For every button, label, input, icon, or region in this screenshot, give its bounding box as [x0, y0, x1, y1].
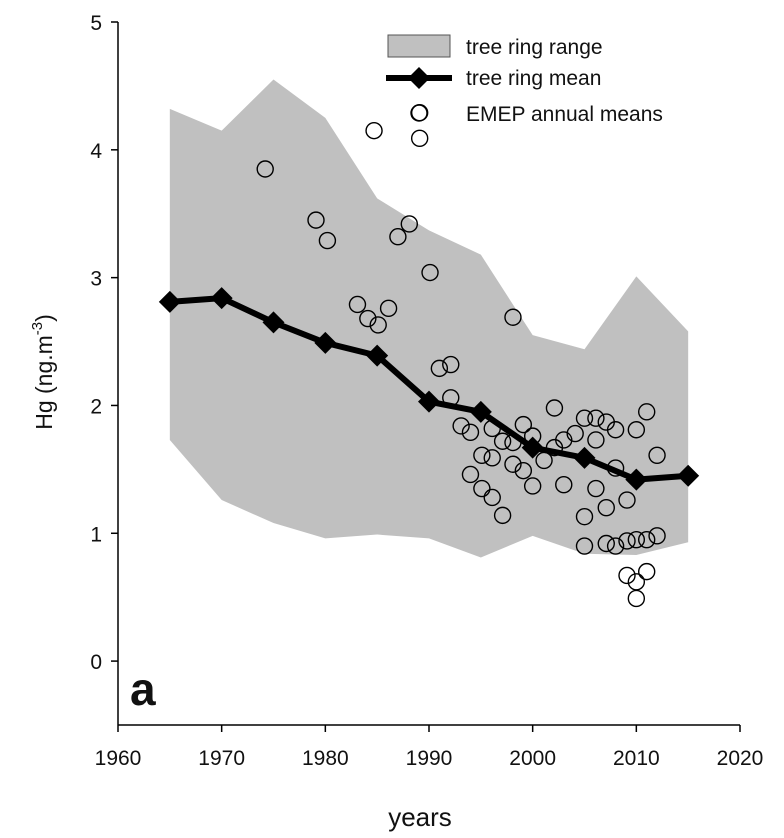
legend-label: EMEP annual means	[466, 103, 663, 126]
range-area	[169, 79, 689, 558]
plot	[158, 79, 700, 608]
y-tick-label: 0	[90, 651, 102, 674]
scatter-point	[555, 476, 573, 494]
scatter-point	[359, 309, 377, 328]
y-label-end: )	[31, 314, 57, 322]
scatter-point	[318, 231, 337, 250]
scatter-point	[638, 530, 656, 549]
mean-marker	[366, 344, 389, 367]
scatter-point	[379, 299, 398, 318]
scatter-point	[369, 316, 387, 334]
x-tick-label: 1980	[302, 747, 349, 770]
scatter-point	[430, 359, 449, 378]
scatter-point	[638, 403, 656, 421]
scatter-point	[504, 308, 522, 326]
scatter-point	[307, 211, 325, 229]
mean-marker	[573, 446, 596, 469]
scatter-point	[627, 421, 646, 439]
legend-circle	[410, 104, 428, 122]
scatter-point	[461, 423, 480, 441]
x-tick-label: 2010	[613, 747, 660, 770]
y-tick-label: 3	[90, 268, 102, 291]
scatter-point	[555, 431, 573, 449]
mean-marker	[625, 468, 648, 491]
scatter-point	[514, 461, 533, 480]
scatter-point	[545, 399, 564, 417]
scatter-point	[410, 129, 429, 148]
scatter-point	[256, 160, 274, 178]
mean-marker	[677, 464, 700, 487]
y-label-sup: -3	[29, 322, 46, 335]
scatter-point	[627, 530, 646, 549]
y-label-main: Hg (ng.m	[31, 335, 57, 430]
mean-marker	[158, 290, 181, 313]
scatter-point	[473, 446, 491, 465]
scatter-point	[514, 415, 533, 434]
scatter-point	[606, 421, 625, 439]
legend-marker	[408, 67, 430, 89]
x-tick-label: 1970	[198, 747, 245, 770]
scatter-point	[452, 417, 470, 435]
scatter-point	[618, 532, 636, 550]
scatter-point	[493, 506, 512, 525]
y-axis-label: Hg (ng.m-3)	[29, 314, 57, 430]
mean-marker	[469, 400, 492, 423]
scatter-point	[461, 465, 480, 484]
scatter-point	[587, 431, 605, 449]
scatter-point	[575, 537, 594, 555]
scatter-point	[523, 477, 542, 495]
legend-label: tree ring range	[466, 36, 603, 59]
mean-marker	[521, 436, 544, 459]
y-tick-label: 5	[90, 12, 102, 35]
scatter-point	[421, 263, 439, 282]
legend-swatch	[387, 34, 451, 58]
y-tick-label: 2	[90, 395, 102, 418]
scatter-point	[575, 507, 594, 526]
scatter-point	[504, 455, 522, 473]
mean-marker	[314, 331, 337, 354]
x-tick-label: 2000	[509, 747, 556, 770]
legend-label: tree ring mean	[466, 67, 601, 90]
scatter-point	[648, 446, 666, 465]
scatter-point	[648, 527, 666, 545]
y-tick-label: 4	[90, 140, 102, 163]
scatter-point	[493, 432, 512, 450]
x-axis-label: years	[388, 802, 452, 832]
scatter-point	[365, 121, 383, 140]
panel-label: a	[130, 663, 156, 715]
scatter-point	[638, 562, 656, 581]
scatter-point	[566, 424, 584, 443]
scatter-point	[483, 449, 501, 467]
scatter-point	[483, 488, 501, 507]
scatter-point	[400, 215, 419, 233]
scatter-point	[575, 409, 594, 427]
scatter-point	[442, 355, 460, 374]
scatter-point	[597, 499, 615, 517]
mean-marker	[418, 390, 440, 413]
scatter-point	[627, 589, 646, 608]
y-tick-label: 1	[90, 523, 102, 546]
scatter-point	[587, 409, 605, 427]
scatter-point	[597, 534, 615, 553]
mean-marker	[210, 287, 233, 310]
scatter-point	[389, 228, 407, 246]
scatter-point	[618, 491, 636, 509]
x-tick-label: 1960	[95, 747, 142, 770]
x-tick-label: 1990	[406, 747, 453, 770]
scatter-point	[473, 479, 491, 498]
scatter-point	[348, 295, 367, 314]
mean-marker	[262, 311, 285, 334]
scatter-point	[587, 479, 605, 498]
x-tick-label: 2020	[717, 747, 764, 770]
scatter-point	[618, 566, 636, 585]
scatter-point	[606, 537, 625, 555]
